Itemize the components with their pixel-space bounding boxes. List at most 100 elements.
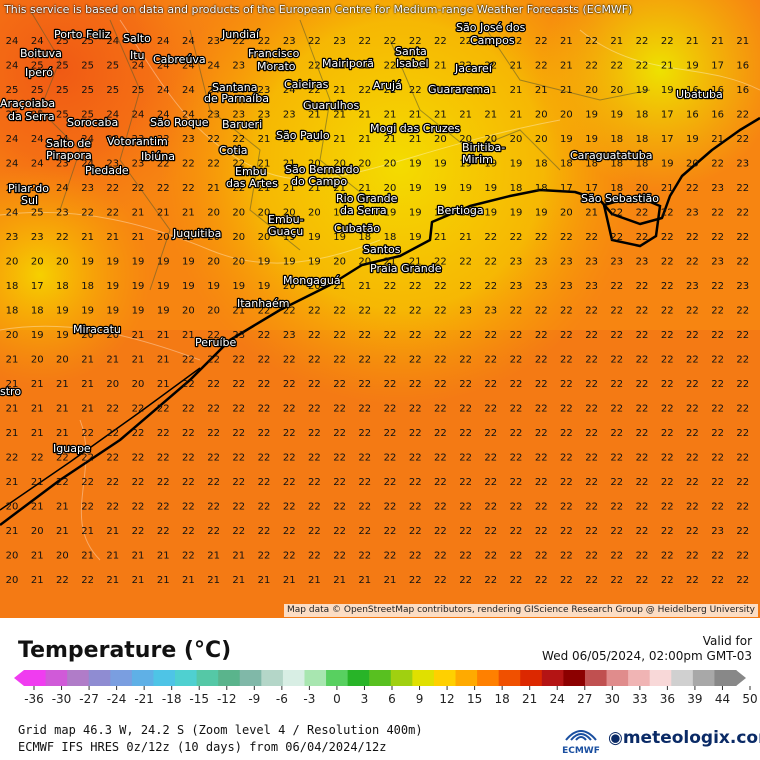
scale-swatch (671, 670, 694, 686)
grid-value: 16 (736, 85, 749, 96)
scale-tick-label: 9 (416, 692, 424, 706)
grid-value: 22 (81, 575, 94, 586)
grid-value: 25 (81, 61, 94, 72)
city-label: Araçoiaba (0, 97, 55, 110)
grid-value: 24 (6, 134, 19, 145)
grid-value: 22 (560, 526, 573, 537)
grid-value: 22 (711, 281, 724, 292)
grid-value: 22 (636, 379, 649, 390)
grid-value: 22 (585, 526, 598, 537)
grid-value: 22 (711, 379, 724, 390)
grid-value: 22 (711, 159, 724, 170)
scale-swatch (649, 670, 672, 686)
grid-value: 22 (510, 232, 523, 243)
grid-value: 25 (81, 85, 94, 96)
scale-tick-label: 18 (495, 692, 510, 706)
grid-value: 18 (6, 306, 19, 317)
grid-value: 20 (560, 208, 573, 219)
grid-value: 22 (283, 502, 296, 513)
grid-value: 23 (686, 281, 699, 292)
grid-value: 24 (31, 159, 44, 170)
grid-value: 22 (106, 208, 119, 219)
grid-value: 19 (106, 257, 119, 268)
grid-value: 20 (6, 257, 19, 268)
grid-value: 24 (182, 85, 195, 96)
scale-swatch (520, 670, 543, 686)
grid-value: 22 (207, 477, 220, 488)
city-label: Salto de (46, 137, 91, 150)
scale-tick-label: 21 (522, 692, 537, 706)
grid-value: 22 (384, 355, 397, 366)
grid-value: 24 (56, 134, 69, 145)
grid-value: 22 (308, 428, 321, 439)
grid-value: 20 (333, 257, 346, 268)
grid-value: 22 (132, 428, 145, 439)
grid-value: 24 (132, 36, 145, 47)
grid-value: 22 (661, 502, 674, 513)
grid-value: 22 (585, 306, 598, 317)
grid-value: 22 (610, 379, 623, 390)
grid-value: 22 (132, 404, 145, 415)
scale-tick-label: -6 (276, 692, 288, 706)
grid-value: 22 (459, 330, 472, 341)
city-label: Itanhaém (237, 297, 289, 310)
grid-value: 20 (207, 208, 220, 219)
grid-value: 22 (610, 551, 623, 562)
scale-tick-label: 24 (550, 692, 565, 706)
city-label: Peruíbe (195, 336, 237, 349)
grid-value: 22 (711, 306, 724, 317)
grid-value: 23 (56, 208, 69, 219)
grid-value: 19 (157, 306, 170, 317)
grid-value: 22 (736, 232, 749, 243)
grid-value: 21 (333, 281, 346, 292)
grid-value: 22 (661, 428, 674, 439)
grid-value: 20 (6, 330, 19, 341)
grid-value: 22 (661, 477, 674, 488)
valid-for-label: Valid for (702, 634, 752, 648)
scale-tick-label: 12 (439, 692, 454, 706)
grid-value: 21 (510, 110, 523, 121)
grid-value: 22 (711, 551, 724, 562)
isotherm-line (0, 325, 201, 361)
grid-value: 24 (283, 85, 296, 96)
grid-value: 22 (711, 575, 724, 586)
grid-value: 22 (610, 355, 623, 366)
meteologix-logo[interactable]: ◉meteologix.com (608, 728, 760, 748)
city-label: Guaçu (268, 225, 303, 238)
grid-value: 22 (636, 453, 649, 464)
grid-value: 25 (56, 36, 69, 47)
grid-value: 22 (484, 61, 497, 72)
grid-value: 23 (258, 61, 271, 72)
grid-value: 22 (484, 232, 497, 243)
grid-value: 22 (686, 428, 699, 439)
grid-value: 21 (182, 208, 195, 219)
grid-value: 19 (258, 281, 271, 292)
grid-value: 18 (560, 159, 573, 170)
grid-value: 22 (258, 355, 271, 366)
grid-value: 22 (56, 232, 69, 243)
scale-swatch (110, 670, 133, 686)
grid-value: 22 (459, 551, 472, 562)
grid-value: 21 (459, 110, 472, 121)
grid-value: 19 (232, 281, 245, 292)
grid-value: 24 (157, 61, 170, 72)
grid-value: 22 (132, 453, 145, 464)
map-attribution[interactable]: Map data © OpenStreetMap contributors, r… (284, 604, 758, 617)
grid-value: 23 (736, 159, 749, 170)
grid-value: 23 (711, 257, 724, 268)
city-label: Campos (470, 34, 515, 47)
grid-value: 23 (535, 281, 548, 292)
city-label: Ubatuba (676, 88, 723, 101)
boundary-line (389, 39, 561, 171)
grid-value: 22 (459, 355, 472, 366)
grid-value: 20 (535, 134, 548, 145)
grid-value: 22 (308, 526, 321, 537)
grid-value: 22 (610, 208, 623, 219)
grid-value: 21 (6, 428, 19, 439)
coastline-lagoon (0, 367, 201, 511)
grid-value: 21 (736, 36, 749, 47)
grid-value: 22 (358, 502, 371, 513)
grid-value: 22 (484, 551, 497, 562)
temperature-map[interactable]: 24 24 25 25 24 24 24 24 23 22 22 23 22 23 22 22 22 22 22 22… (0, 0, 760, 618)
grid-value: 22 (711, 232, 724, 243)
